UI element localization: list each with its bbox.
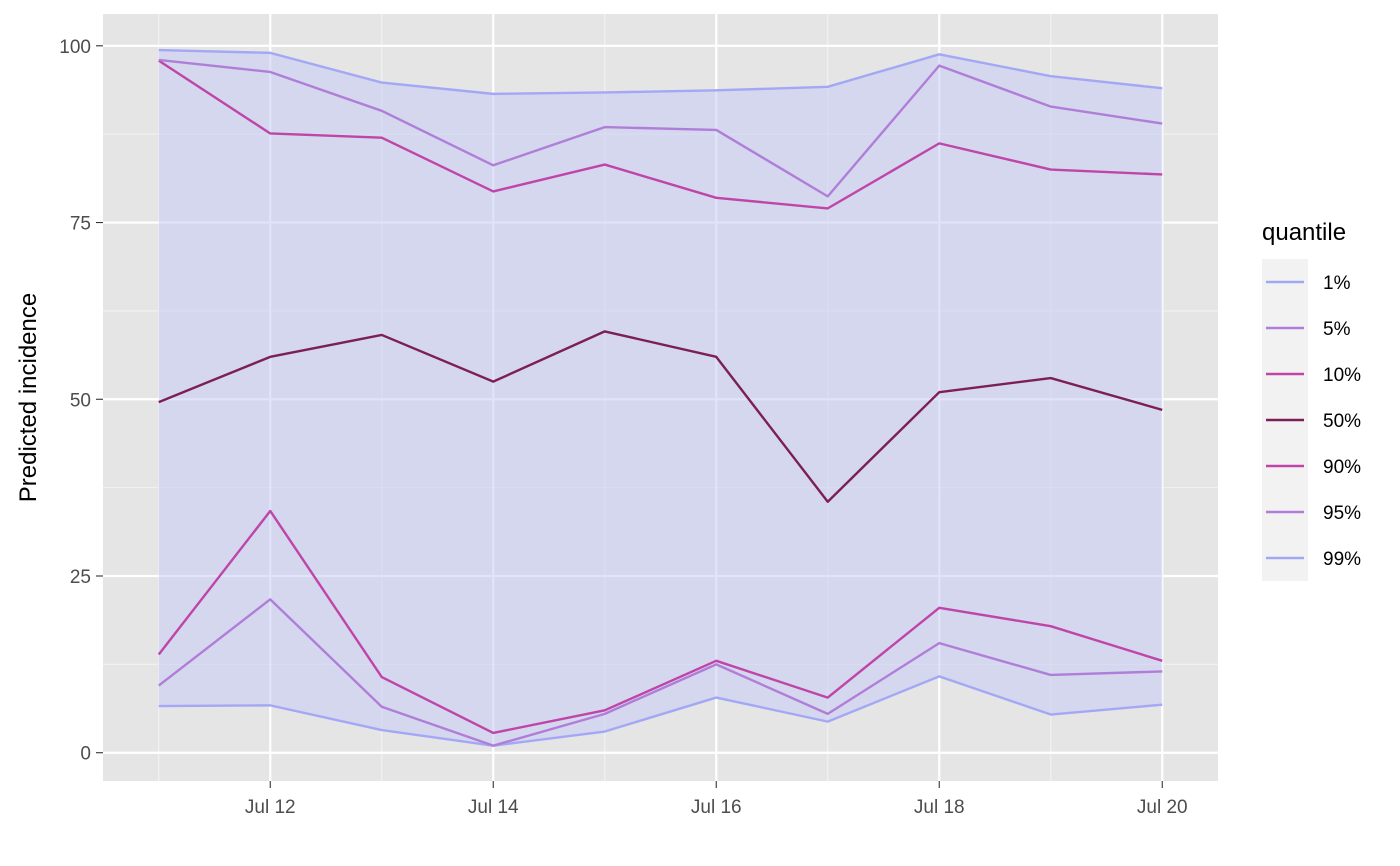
x-tick-label: Jul 14	[468, 797, 519, 818]
y-axis: 0 25 50 75 100	[59, 37, 103, 765]
y-tick-label: 25	[70, 567, 91, 588]
band-1-99	[158, 50, 1163, 746]
x-axis: Jul 12 Jul 14 Jul 16 Jul 18 Jul 20	[245, 781, 1188, 818]
y-tick-label: 100	[59, 37, 91, 58]
series-line-5pct	[158, 598, 1163, 747]
y-axis-title: Predicted incidence	[15, 293, 42, 502]
x-tick-label: Jul 16	[691, 797, 742, 818]
y-tick-label: 75	[70, 214, 91, 235]
series-line-95pct	[158, 58, 1163, 198]
legend-label-50pct: 50%	[1323, 411, 1361, 432]
x-tick-label: Jul 12	[245, 797, 296, 818]
legend-label-1pct: 1%	[1323, 273, 1351, 294]
legend-label-90pct: 90%	[1323, 457, 1361, 478]
series-line-50pct	[158, 330, 1163, 503]
legend-label-95pct: 95%	[1323, 503, 1361, 524]
series-line-90pct	[158, 59, 1163, 210]
series-line-1pct	[158, 675, 1163, 747]
legend-label-10pct: 10%	[1323, 365, 1361, 386]
legend: quantile 1% 5% 10% 50% 90% 95% 99%	[1262, 219, 1361, 581]
legend-label-5pct: 5%	[1323, 319, 1351, 340]
legend-title: quantile	[1262, 219, 1346, 246]
x-tick-label: Jul 20	[1137, 797, 1188, 818]
x-tick-label: Jul 18	[914, 797, 965, 818]
y-tick-label: 50	[70, 390, 91, 411]
series-line-10pct	[157, 509, 1163, 735]
series-line-99pct	[158, 48, 1163, 96]
quantile-band	[158, 50, 1163, 746]
series-lines	[157, 48, 1163, 747]
y-tick-label: 0	[80, 744, 91, 765]
legend-label-99pct: 99%	[1323, 549, 1361, 570]
